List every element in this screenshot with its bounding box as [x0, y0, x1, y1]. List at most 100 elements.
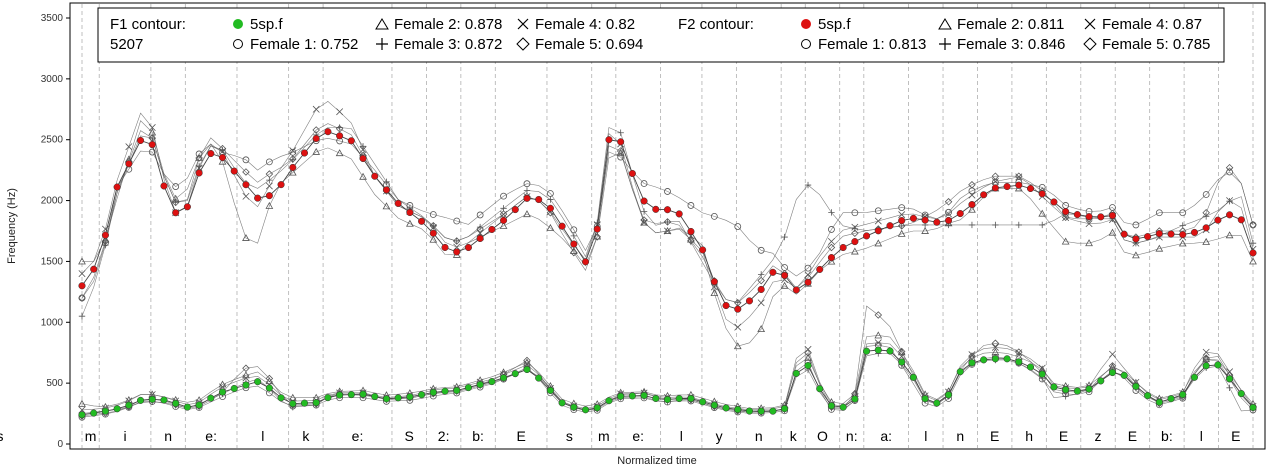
data-point	[265, 158, 273, 166]
data-point	[523, 210, 531, 218]
legend-marker	[517, 18, 529, 30]
data-point	[933, 218, 941, 226]
data-point	[968, 221, 976, 229]
data-point	[828, 226, 835, 233]
data-point	[347, 391, 355, 399]
legend-label: Female 2: 0.878	[394, 16, 502, 33]
data-point	[874, 339, 882, 347]
data-point	[897, 222, 906, 230]
data-point	[453, 217, 461, 225]
legend-marker	[516, 37, 530, 51]
data-point	[453, 386, 461, 395]
data-point	[687, 227, 695, 236]
segment-label: m	[85, 428, 97, 444]
data-point	[523, 187, 531, 194]
data-point	[687, 202, 695, 209]
data-point	[628, 392, 636, 400]
data-point	[289, 147, 297, 155]
data-point	[734, 305, 742, 313]
data-point	[792, 286, 800, 294]
data-point	[1039, 221, 1046, 229]
data-point	[827, 402, 835, 410]
data-point	[1155, 209, 1163, 217]
data-point	[1062, 214, 1070, 222]
data-point	[1015, 181, 1023, 189]
data-point	[944, 198, 953, 206]
data-point	[1120, 371, 1128, 379]
segment-label: S	[405, 428, 414, 444]
data-point	[288, 168, 297, 176]
data-point	[102, 241, 109, 249]
data-point	[488, 378, 496, 386]
data-point	[1190, 228, 1198, 237]
data-point	[1097, 213, 1105, 221]
data-point	[160, 182, 168, 190]
data-point	[734, 223, 742, 230]
data-point	[394, 199, 402, 207]
data-point	[1015, 172, 1023, 180]
data-point	[769, 407, 777, 415]
data-point	[1003, 182, 1011, 191]
data-point	[921, 395, 929, 403]
data-point	[242, 374, 250, 382]
data-point	[254, 378, 262, 386]
data-point	[1015, 221, 1022, 229]
data-point	[218, 388, 227, 396]
data-point	[207, 149, 215, 158]
data-point	[137, 136, 145, 145]
data-point	[101, 407, 109, 415]
data-point	[78, 294, 86, 302]
data-point	[1249, 257, 1257, 265]
legend-marker	[376, 38, 388, 50]
data-point	[172, 183, 180, 190]
data-point	[265, 384, 273, 392]
data-point	[78, 257, 86, 265]
data-point	[863, 347, 871, 355]
data-point	[429, 211, 437, 218]
data-point	[640, 208, 648, 215]
data-point	[183, 403, 191, 411]
data-point	[242, 364, 250, 373]
data-point	[652, 394, 660, 403]
data-point	[851, 395, 859, 403]
data-point	[488, 225, 496, 234]
data-point	[429, 388, 437, 396]
data-point	[757, 246, 765, 254]
data-point	[886, 347, 894, 355]
data-point	[359, 143, 367, 150]
data-point	[874, 227, 882, 235]
data-point	[570, 232, 578, 240]
data-point	[1050, 383, 1058, 391]
data-point	[745, 407, 754, 415]
data-point	[476, 229, 484, 237]
data-point	[687, 394, 695, 403]
data-point	[218, 153, 227, 162]
data-point	[1144, 392, 1152, 400]
segment-label: h	[1025, 428, 1033, 444]
segment-label: E	[1059, 428, 1068, 444]
data-point	[956, 368, 964, 376]
data-point	[839, 403, 847, 411]
data-point	[992, 221, 999, 229]
data-point	[230, 384, 238, 393]
data-point	[371, 392, 379, 401]
y-tick-label: 3500	[41, 13, 64, 24]
segment-label: m	[598, 428, 610, 444]
data-point	[535, 195, 543, 204]
data-point	[511, 206, 519, 214]
data-point	[886, 222, 894, 230]
data-point	[1179, 209, 1187, 217]
data-point	[172, 399, 180, 407]
data-point	[980, 191, 988, 199]
segment-label: l	[680, 428, 683, 444]
data-point	[148, 141, 156, 149]
data-point	[242, 181, 250, 189]
data-point	[581, 406, 590, 414]
data-point	[1097, 377, 1105, 385]
y-tick-label: 2500	[41, 135, 64, 146]
segment-label: k	[302, 428, 310, 444]
data-point	[1038, 370, 1046, 378]
data-point	[675, 394, 683, 403]
legend-label: Female 2: 0.811	[957, 16, 1064, 33]
data-point	[699, 246, 707, 254]
